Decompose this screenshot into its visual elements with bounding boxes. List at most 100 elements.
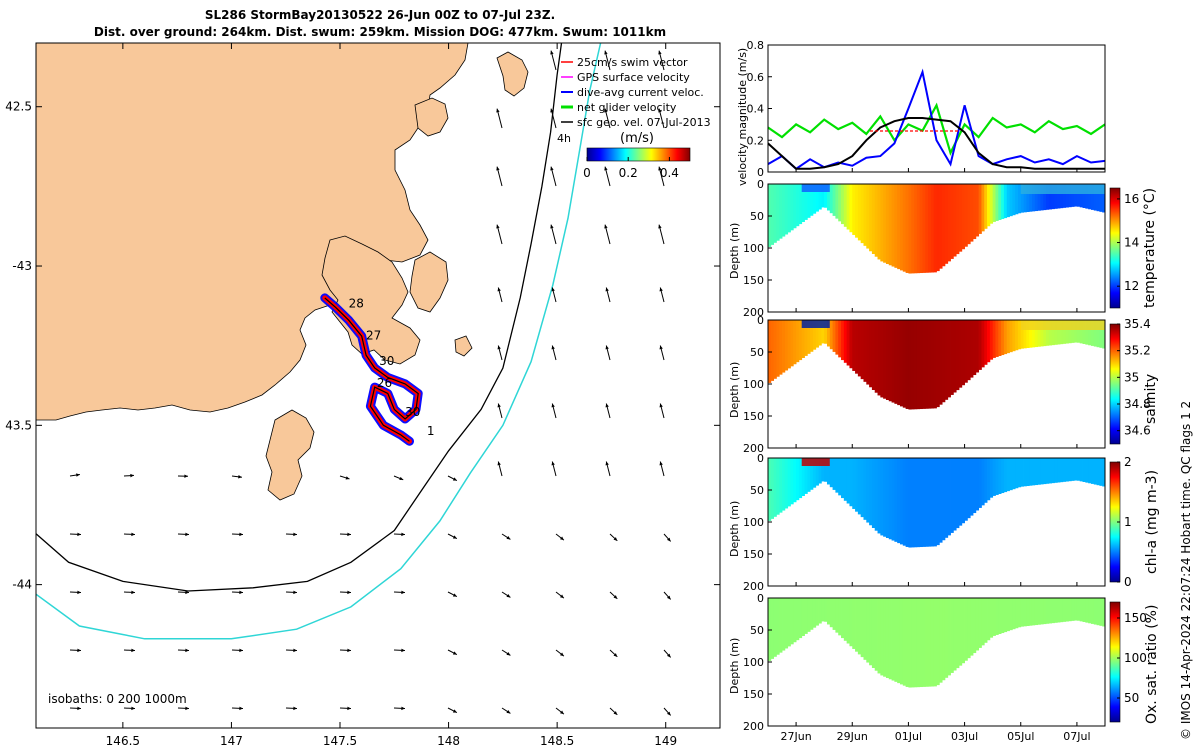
map-xtick-label-2: 147.5 <box>323 734 357 748</box>
velocity-arrow-55 <box>339 590 352 595</box>
oxygen-ytick-0: 0 <box>757 592 764 605</box>
map-ytick-label-3: -44 <box>12 578 32 592</box>
map-cbar-tick-1: 0.2 <box>619 166 638 180</box>
chla-cbar-tick-1: 1 <box>1124 515 1132 529</box>
oxygen-colorbar <box>1109 601 1121 723</box>
date-tick-0: 27Jun <box>780 730 811 743</box>
date-tick-1: 29Jun <box>837 730 868 743</box>
day-label-0: 28 <box>349 296 364 310</box>
oxygen-panel: 0 50 100 150 200 50 100 150 27Jun 29Jun 01Jul 03Jul… <box>743 592 1147 743</box>
salinity-ytick-1: 50 <box>750 346 764 359</box>
velocity-arrow-70 <box>501 649 511 656</box>
velocity-arrow-77 <box>231 706 244 711</box>
velocity-arrow-54 <box>285 590 298 595</box>
section-panels: 05010015020012141605010015020034.634.835… <box>743 178 1151 743</box>
isobaths-label: isobaths: 0 200 1000m <box>48 692 187 706</box>
velocity-arrow-56 <box>393 590 406 595</box>
velocity-arrow-17 <box>605 287 611 303</box>
velocity-arrow-7 <box>496 166 503 187</box>
map-ytick-label-0: 42.5 <box>5 100 32 114</box>
isobath-1000m <box>36 43 602 640</box>
velocity-arrow-51 <box>123 590 136 595</box>
velocity-arrow-15 <box>497 287 503 303</box>
velocity-arrow-58 <box>501 591 511 598</box>
velocity-arrow-8 <box>550 166 557 187</box>
velocity-arrow-68 <box>393 648 406 653</box>
velocity-arrow-1 <box>604 50 611 71</box>
map-xtick-label-4: 148.5 <box>540 734 574 748</box>
velocity-arrow-24 <box>551 403 557 419</box>
velocity-arrow-0 <box>550 50 557 71</box>
peninsula-forestier <box>409 251 449 313</box>
velocity-arrow-48 <box>609 533 618 542</box>
credit-label: © IMOS 14-Apr-2024 22:07:24 Hobart time.… <box>1179 400 1193 740</box>
velocity-arrow-57 <box>447 591 458 598</box>
legend-sfc-label: sfc geo. vel. 07-Jul-2013 <box>577 116 711 129</box>
velocity-arrow-45 <box>447 533 458 540</box>
velocity-arrow-41 <box>231 532 244 537</box>
velocity-arrow-69 <box>447 649 458 656</box>
salinity-depth-label: Depth (m) <box>728 361 741 418</box>
island-small <box>454 335 473 357</box>
velocity-arrow-62 <box>69 648 82 653</box>
temperature-cbar-label: temperature (°C) <box>1142 187 1158 308</box>
temperature-ytick-3: 150 <box>743 274 764 287</box>
day-label-4: 30 <box>405 405 420 419</box>
velocity-arrow-25 <box>605 403 611 419</box>
isobath-200m <box>36 43 563 592</box>
oxygen-cbar-tick-2: 150 <box>1124 611 1147 625</box>
oxygen-ytick-1: 50 <box>750 624 764 637</box>
map-cbar-tick-0: 0 <box>583 166 591 180</box>
velocity-series-net <box>767 102 1106 156</box>
velocity-arrow-32 <box>393 475 404 481</box>
velocity-arrow-9 <box>604 166 611 187</box>
island-maria <box>496 51 529 97</box>
date-tick-3: 03Jul <box>951 730 978 743</box>
track-map: 28 27 30 26 30 1 146.5 147 147.5 148 148.5 149 42.5… <box>5 42 721 748</box>
vel-ytick-2: 0.4 <box>747 103 765 116</box>
velocity-arrow-72 <box>609 649 618 658</box>
salinity-ytick-3: 150 <box>743 410 764 423</box>
map-cbar-tick-2: 0.4 <box>660 166 679 180</box>
velocity-arrow-75 <box>123 706 136 711</box>
velocity-arrow-26 <box>659 403 665 419</box>
velocity-arrow-13 <box>604 224 611 245</box>
map-xtick-label-1: 147 <box>220 734 243 748</box>
velocity-arrow-12 <box>550 224 557 245</box>
temperature-cbar-tick-0: 12 <box>1124 279 1139 293</box>
date-tick-5: 07Jul <box>1063 730 1090 743</box>
salinity-cbar-tick-2: 35 <box>1124 370 1139 384</box>
vel-ytick-4: 0.8 <box>747 39 765 52</box>
velocity-arrow-61 <box>663 591 672 600</box>
velocity-arrow-67 <box>339 648 352 653</box>
temperature-colorbar <box>1109 187 1121 309</box>
velocity-arrow-46 <box>501 533 511 540</box>
velocity-arrow-71 <box>555 649 565 657</box>
day-labels: 28 27 30 26 30 1 <box>349 296 435 437</box>
velocity-arrow-39 <box>123 532 136 537</box>
velocity-arrow-33 <box>447 475 458 482</box>
velocity-arrow-36 <box>605 461 611 477</box>
velocity-arrow-22 <box>659 345 665 361</box>
oxygen-cbar-tick-0: 50 <box>1124 691 1139 705</box>
velocity-arrow-2 <box>658 50 665 71</box>
velocity-arrow-11 <box>496 224 503 245</box>
temperature-depth-label: Depth (m) <box>728 222 741 279</box>
velocity-arrow-34 <box>497 461 503 477</box>
velocity-arrow-3 <box>496 108 503 129</box>
tasmania-land <box>36 43 469 421</box>
velocity-arrow-50 <box>69 590 82 595</box>
day-label-3: 26 <box>377 376 392 390</box>
chart-title-line-2: Dist. over ground: 264km. Dist. swum: 25… <box>93 25 667 39</box>
map-xtick-label-5: 149 <box>654 734 677 748</box>
salinity-cbar-tick-1: 34.8 <box>1124 397 1151 411</box>
velocity-arrow-52 <box>177 590 190 595</box>
oxygen-ytick-2: 100 <box>743 656 764 669</box>
velocity-arrow-35 <box>551 461 557 477</box>
salinity-ytick-4: 200 <box>743 442 764 455</box>
vel-ytick-0: 0 <box>757 166 764 179</box>
map-axes: 146.5 147 147.5 148 148.5 149 42.5 -43 43.5 -44 <box>5 43 720 748</box>
velocity-arrow-31 <box>339 475 350 480</box>
chart-title-line-1: SL286 StormBay20130522 26-Jun 00Z to 07-… <box>204 8 556 22</box>
